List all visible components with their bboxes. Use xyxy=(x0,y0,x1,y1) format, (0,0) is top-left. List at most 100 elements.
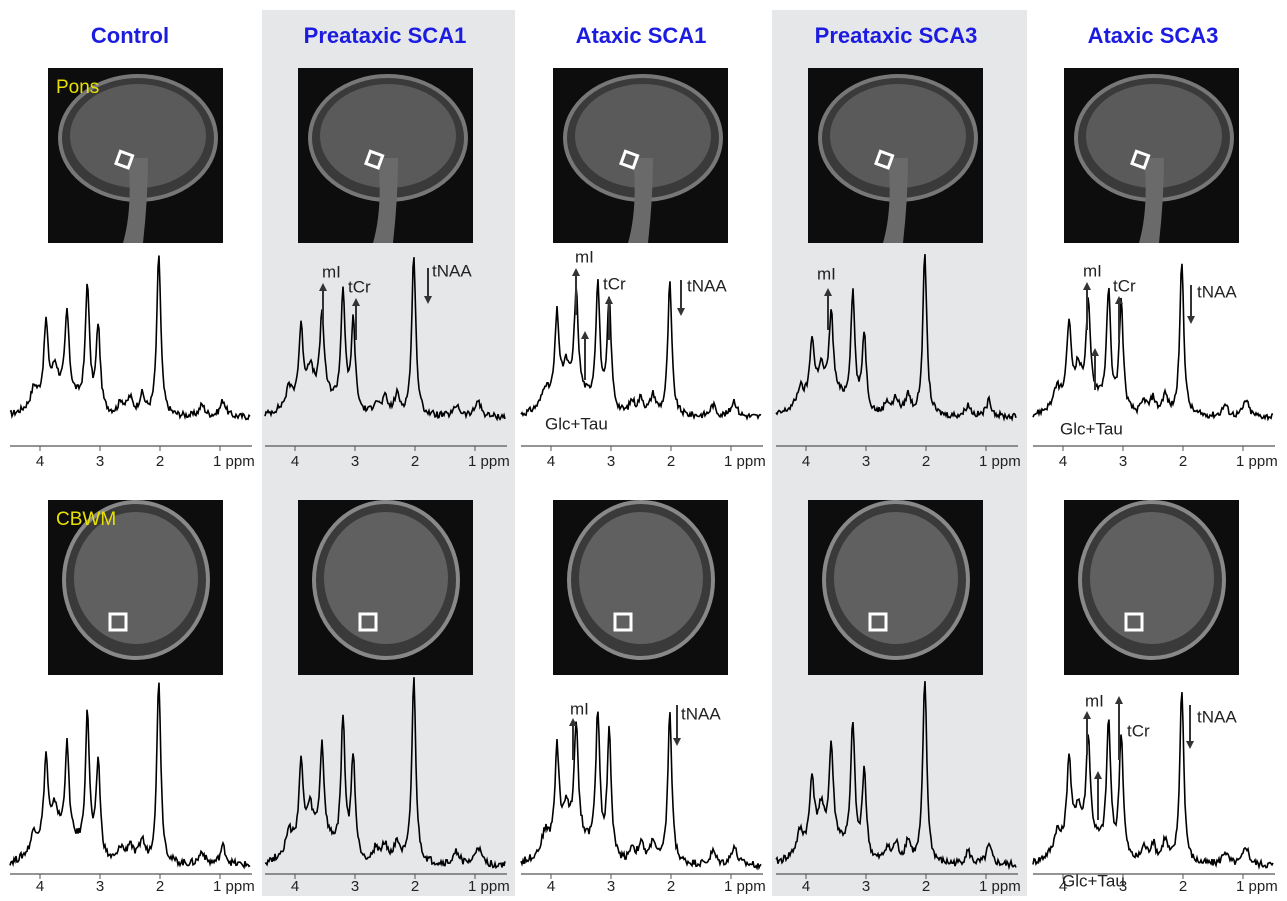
roi-box xyxy=(613,612,633,632)
annotation-label: tCr xyxy=(1127,721,1150,740)
tick-label: 2 xyxy=(667,878,675,895)
roi-box xyxy=(114,149,135,170)
tick-label: 2 xyxy=(411,453,419,470)
mri-brainstem xyxy=(883,158,908,243)
tick-label: 1 ppm xyxy=(213,453,255,470)
column-title: Control xyxy=(91,23,169,48)
tick-label: 1 ppm xyxy=(468,878,510,895)
tick-label: 1 ppm xyxy=(724,878,766,895)
annotation-label: tNAA xyxy=(1197,707,1237,726)
mri-brain xyxy=(1086,84,1222,188)
annotation-label: mI xyxy=(817,264,836,283)
spectrum xyxy=(520,279,762,421)
spectrum xyxy=(1032,692,1274,870)
spectrum xyxy=(520,711,762,871)
mri-brain xyxy=(830,84,966,188)
tick-label: 4 xyxy=(291,453,299,470)
tick-label: 4 xyxy=(547,878,555,895)
tick-label: 2 xyxy=(156,453,164,470)
annotation-label: mI xyxy=(1085,691,1104,710)
mri-brainstem xyxy=(1139,158,1164,243)
mri-brain xyxy=(575,84,711,188)
tick-label: 2 xyxy=(1179,878,1187,895)
tick-label: 3 xyxy=(351,878,359,895)
tick-label: 4 xyxy=(802,453,810,470)
roi-box xyxy=(108,612,128,632)
annotation-label: mI xyxy=(575,247,594,266)
mri-brain xyxy=(579,512,703,644)
column-title: Ataxic SCA3 xyxy=(1088,23,1219,48)
tick-label: 1 ppm xyxy=(979,453,1021,470)
spectrum xyxy=(775,681,1017,871)
spectrum xyxy=(1032,263,1274,422)
tick-label: 2 xyxy=(1179,453,1187,470)
annotation-label: Glc+Tau xyxy=(545,414,608,433)
annotation-label: tCr xyxy=(603,274,626,293)
tick-label: 3 xyxy=(96,453,104,470)
spectrum xyxy=(9,682,251,870)
tick-label: 2 xyxy=(667,453,675,470)
spectrum xyxy=(9,255,251,421)
column-title: Ataxic SCA1 xyxy=(576,23,707,48)
column-title: Preataxic SCA3 xyxy=(815,23,978,48)
annotation-label: tNAA xyxy=(687,276,727,295)
tick-label: 1 ppm xyxy=(979,878,1021,895)
tick-label: 2 xyxy=(922,453,930,470)
tick-label: 4 xyxy=(1059,878,1067,895)
tick-label: 4 xyxy=(802,878,810,895)
roi-box xyxy=(874,149,895,170)
annotation-label: mI xyxy=(322,262,341,281)
tick-label: 3 xyxy=(607,878,615,895)
region-label: Pons xyxy=(56,77,99,98)
tick-label: 1 ppm xyxy=(1236,878,1278,895)
roi-box xyxy=(364,149,385,170)
roi-box xyxy=(868,612,888,632)
annotation-label: Glc+Tau xyxy=(1062,871,1125,890)
tick-label: 3 xyxy=(351,453,359,470)
mri-brain xyxy=(324,512,448,644)
spectrum xyxy=(264,677,506,870)
region-label: CBWM xyxy=(56,509,116,530)
spectrum xyxy=(264,257,506,422)
tick-label: 4 xyxy=(36,453,44,470)
mri-brain xyxy=(1090,512,1214,644)
spectrum xyxy=(775,254,1017,422)
tick-label: 2 xyxy=(156,878,164,895)
tick-label: 4 xyxy=(1059,453,1067,470)
mri-brain xyxy=(70,84,206,188)
tick-label: 1 ppm xyxy=(213,878,255,895)
tick-label: 4 xyxy=(291,878,299,895)
tick-label: 1 ppm xyxy=(1236,453,1278,470)
tick-label: 3 xyxy=(862,453,870,470)
annotation-label: Glc+Tau xyxy=(1060,419,1123,438)
column-title: Preataxic SCA1 xyxy=(304,23,467,48)
tick-label: 3 xyxy=(96,878,104,895)
tick-label: 3 xyxy=(1119,878,1127,895)
tick-label: 3 xyxy=(1119,453,1127,470)
roi-box xyxy=(358,612,378,632)
roi-box xyxy=(1130,149,1151,170)
mri-brainstem xyxy=(628,158,653,243)
tick-label: 3 xyxy=(607,453,615,470)
tick-label: 4 xyxy=(547,453,555,470)
tick-label: 3 xyxy=(862,878,870,895)
tick-label: 4 xyxy=(36,878,44,895)
mri-brainstem xyxy=(373,158,398,243)
mri-brain xyxy=(320,84,456,188)
annotation-label: tNAA xyxy=(1197,282,1237,301)
tick-label: 1 ppm xyxy=(468,453,510,470)
roi-box xyxy=(619,149,640,170)
annotation-label: mI xyxy=(1083,261,1102,280)
annotation-label: tCr xyxy=(1113,276,1136,295)
tick-label: 2 xyxy=(922,878,930,895)
mri-brain xyxy=(834,512,958,644)
mri-brain xyxy=(74,512,198,644)
annotation-label: mI xyxy=(570,699,589,718)
tick-label: 2 xyxy=(411,878,419,895)
roi-box xyxy=(1124,612,1144,632)
tick-label: 1 ppm xyxy=(724,453,766,470)
mri-brainstem xyxy=(123,158,148,243)
annotation-label: tNAA xyxy=(432,261,472,280)
